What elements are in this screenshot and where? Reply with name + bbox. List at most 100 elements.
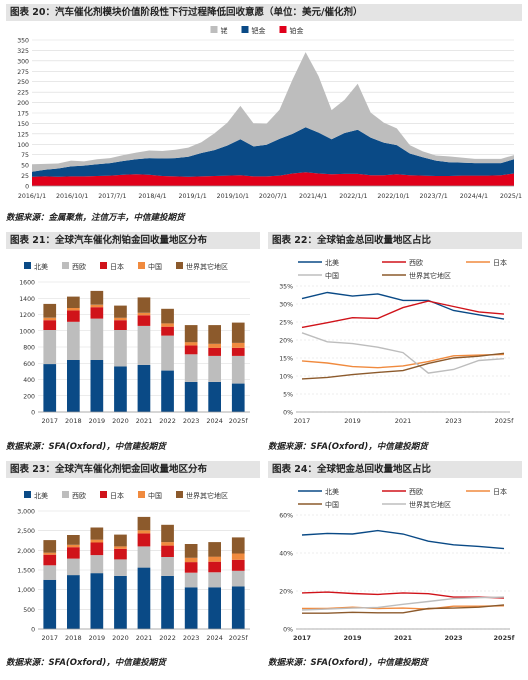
bar-segment xyxy=(114,575,127,629)
x-tick-label: 2018 xyxy=(65,634,82,642)
fig23-source: 数据来源：SFA(Oxford)，中信建投期货 xyxy=(6,658,166,668)
bar-segment xyxy=(231,537,245,554)
legend-label: 中国 xyxy=(325,500,339,509)
bar-segment xyxy=(161,524,174,543)
bar-segment xyxy=(208,542,221,557)
bar-segment xyxy=(67,575,80,629)
legend-swatch xyxy=(210,26,218,33)
x-tick-label: 2021/4/1 xyxy=(299,193,327,200)
bar-segment xyxy=(114,329,127,367)
bar-segment xyxy=(208,381,221,412)
y-tick-label: 325 xyxy=(17,48,29,55)
bar-segment xyxy=(208,572,221,588)
bar-segment xyxy=(137,325,151,365)
bar-segment xyxy=(231,383,245,412)
bar-segment xyxy=(90,318,104,360)
bar-segment xyxy=(67,360,80,412)
y-tick-label: 20% xyxy=(279,338,293,345)
area-series-1 xyxy=(32,172,514,186)
x-tick-label: 2019/10/1 xyxy=(217,193,249,200)
x-tick-label: 2021 xyxy=(136,634,153,642)
bar-segment xyxy=(184,587,198,629)
y-tick-label: 200 xyxy=(23,393,35,400)
fig22-source: 数据来源：SFA(Oxford)，中信建投期货 xyxy=(268,442,428,452)
bar-segment xyxy=(184,345,198,355)
x-tick-label: 2020/7/1 xyxy=(259,193,287,200)
bar-segment xyxy=(43,565,57,580)
bar-segment xyxy=(114,320,127,330)
bar-segment xyxy=(137,312,151,316)
bar-segment xyxy=(90,539,104,543)
bar-segment xyxy=(231,342,245,348)
legend-swatch xyxy=(100,262,107,269)
y-tick-label: 5% xyxy=(283,392,293,399)
legend-label: 北美 xyxy=(34,262,48,271)
fig21-source: 数据来源：SFA(Oxford)，中信建投期货 xyxy=(6,442,166,452)
legend-label: 铂金 xyxy=(290,26,304,35)
bar-segment xyxy=(184,381,198,412)
fig21-chart: 北美 西欧 日本 中国 世界其它地区 0 200 400 600 800 1000 1200 1400 1… xyxy=(19,262,250,425)
x-tick-label: 2023 xyxy=(444,634,462,642)
legend-label: 世界其它地区 xyxy=(409,500,451,509)
legend-label: 西欧 xyxy=(72,262,86,271)
y-tick-label: 175 xyxy=(17,111,29,118)
bar-segment xyxy=(43,317,57,321)
y-tick-label: 2,500 xyxy=(17,528,35,535)
x-tick-label: 2025f xyxy=(495,417,515,425)
y-tick-label: 40% xyxy=(279,551,293,558)
bar-segment xyxy=(208,343,221,348)
y-tick-label: 100 xyxy=(17,142,29,149)
legend-label: 日本 xyxy=(110,491,124,500)
bar-segment xyxy=(67,310,80,322)
x-tick-label: 2023/7/1 xyxy=(420,193,448,200)
bar-segment xyxy=(231,347,245,356)
bar-segment xyxy=(161,545,174,557)
fig21-title: 图表 21：全球汽车催化剂铂金回收量地区分布 xyxy=(6,232,260,249)
y-tick-label: 25 xyxy=(21,173,29,180)
area-series-2 xyxy=(32,127,514,177)
legend-label: 西欧 xyxy=(409,258,423,267)
bar-segment xyxy=(161,557,174,576)
line-series-1 xyxy=(301,291,505,320)
y-tick-label: 500 xyxy=(23,607,35,614)
fig23-chart: 北美 西欧 日本 中国 世界其它地区 0 500 1,000 1,500 2,000 2,500 3,… xyxy=(17,491,250,642)
y-tick-label: 20% xyxy=(279,589,293,596)
bar-segment xyxy=(90,542,104,556)
y-tick-label: 200 xyxy=(17,100,29,107)
legend-label: 西欧 xyxy=(72,491,86,500)
bar-segment xyxy=(184,562,198,573)
bar-segment xyxy=(114,305,127,318)
bar-segment xyxy=(67,321,80,360)
bar-segment xyxy=(208,347,221,356)
y-tick-label: 15% xyxy=(279,356,293,363)
bar-segment xyxy=(184,342,198,346)
y-tick-label: 25% xyxy=(279,320,293,327)
legend-swatch xyxy=(279,26,287,33)
bar-segment xyxy=(208,355,221,382)
legend-swatch xyxy=(176,491,183,498)
y-tick-label: 30% xyxy=(279,302,293,309)
line-series-3 xyxy=(301,353,505,369)
legend-swatch xyxy=(62,491,69,498)
x-tick-label: 2025/1/1 xyxy=(500,193,522,200)
bar-segment xyxy=(90,527,104,540)
bar-segment xyxy=(137,533,151,547)
fig24-source: 数据来源：SFA(Oxford)，中信建投期货 xyxy=(268,658,428,668)
legend-label: 北美 xyxy=(325,487,339,496)
y-tick-label: 0 xyxy=(31,627,35,634)
legend-label: 世界其它地区 xyxy=(186,491,228,500)
bar-segment xyxy=(184,544,198,558)
x-tick-label: 2023 xyxy=(445,417,462,425)
bar-segment xyxy=(231,586,245,629)
x-tick-label: 2018 xyxy=(65,417,82,425)
x-tick-label: 2016/1/1 xyxy=(18,193,46,200)
legend-label: 中国 xyxy=(148,262,162,271)
x-tick-label: 2022/1/1 xyxy=(339,193,367,200)
y-tick-label: 0 xyxy=(25,184,29,191)
bar-segment xyxy=(114,546,127,549)
line-series-5 xyxy=(301,352,505,380)
x-tick-label: 2020 xyxy=(112,634,129,642)
y-tick-label: 600 xyxy=(23,361,35,368)
bar-segment xyxy=(90,307,104,319)
